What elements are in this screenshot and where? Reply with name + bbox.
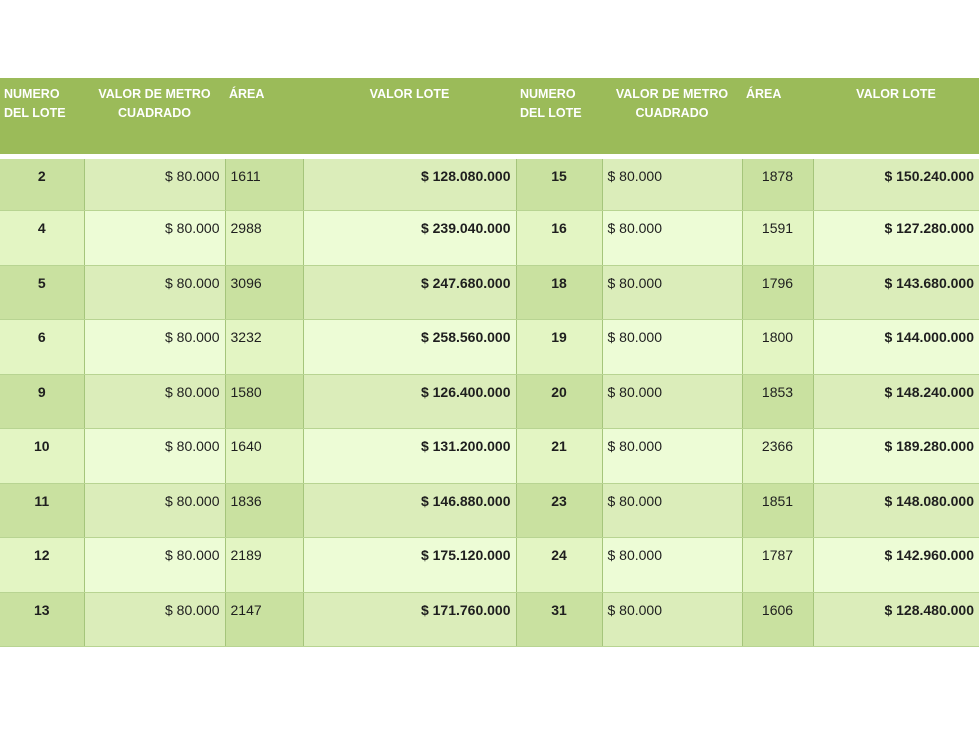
header-valor-lote-2: VALOR LOTE <box>813 78 979 159</box>
valor-m2: $ 80.000 <box>601 156 742 211</box>
lote-number: 31 <box>515 592 602 647</box>
table-row: 12 $ 80.000 2189 $ 175.120.000 24 $ 80.0… <box>0 537 979 593</box>
valor-m2: $ 80.000 <box>601 483 742 538</box>
valor-lote: $ 258.560.000 <box>302 319 516 375</box>
valor-lote: $ 171.760.000 <box>302 592 516 647</box>
area-value: 1796 <box>741 265 813 320</box>
valor-lote: $ 127.280.000 <box>812 210 979 266</box>
table-row: 10 $ 80.000 1640 $ 131.200.000 21 $ 80.0… <box>0 428 979 484</box>
area-value: 3096 <box>224 265 303 320</box>
area-value: 1580 <box>224 374 303 429</box>
lote-number: 10 <box>0 428 84 484</box>
valor-lote: $ 247.680.000 <box>302 265 516 320</box>
lote-number: 2 <box>0 156 84 211</box>
area-value: 1878 <box>741 156 813 211</box>
header-valor-metro: VALOR DE METRO CUADRADO <box>84 78 225 159</box>
valor-lote: $ 175.120.000 <box>302 537 516 593</box>
lote-number: 6 <box>0 319 84 375</box>
lote-number: 23 <box>515 483 602 538</box>
header-numero-lote-2: NUMERO DEL LOTE <box>516 78 602 159</box>
valor-m2: $ 80.000 <box>601 319 742 375</box>
area-value: 1787 <box>741 537 813 593</box>
area-value: 2988 <box>224 210 303 266</box>
valor-lote: $ 142.960.000 <box>812 537 979 593</box>
area-value: 1606 <box>741 592 813 647</box>
lote-number: 11 <box>0 483 84 538</box>
valor-m2: $ 80.000 <box>83 483 225 538</box>
table-row: 5 $ 80.000 3096 $ 247.680.000 18 $ 80.00… <box>0 265 979 320</box>
area-value: 1611 <box>224 156 303 211</box>
lote-number: 19 <box>515 319 602 375</box>
table-row: 4 $ 80.000 2988 $ 239.040.000 16 $ 80.00… <box>0 210 979 266</box>
valor-m2: $ 80.000 <box>601 265 742 320</box>
header-numero-lote: NUMERO DEL LOTE <box>0 78 84 159</box>
valor-lote: $ 144.000.000 <box>812 319 979 375</box>
lote-number: 16 <box>515 210 602 266</box>
valor-lote: $ 148.080.000 <box>812 483 979 538</box>
valor-lote: $ 189.280.000 <box>812 428 979 484</box>
valor-m2: $ 80.000 <box>601 374 742 429</box>
valor-m2: $ 80.000 <box>83 156 225 211</box>
valor-lote: $ 150.240.000 <box>812 156 979 211</box>
valor-m2: $ 80.000 <box>83 210 225 266</box>
area-value: 3232 <box>224 319 303 375</box>
lote-number: 9 <box>0 374 84 429</box>
lote-number: 18 <box>515 265 602 320</box>
valor-m2: $ 80.000 <box>83 319 225 375</box>
area-value: 2366 <box>741 428 813 484</box>
lote-number: 20 <box>515 374 602 429</box>
table-row: 11 $ 80.000 1836 $ 146.880.000 23 $ 80.0… <box>0 483 979 538</box>
lote-number: 24 <box>515 537 602 593</box>
header-area-2: ÁREA <box>742 78 813 159</box>
valor-m2: $ 80.000 <box>83 428 225 484</box>
area-value: 1591 <box>741 210 813 266</box>
lote-number: 15 <box>515 156 602 211</box>
area-value: 1853 <box>741 374 813 429</box>
valor-lote: $ 143.680.000 <box>812 265 979 320</box>
valor-lote: $ 128.080.000 <box>302 156 516 211</box>
area-value: 2189 <box>224 537 303 593</box>
valor-lote: $ 126.400.000 <box>302 374 516 429</box>
valor-m2: $ 80.000 <box>601 537 742 593</box>
table-row: 2 $ 80.000 1611 $ 128.080.000 15 $ 80.00… <box>0 156 979 211</box>
area-value: 1851 <box>741 483 813 538</box>
valor-m2: $ 80.000 <box>83 265 225 320</box>
table-row: 13 $ 80.000 2147 $ 171.760.000 31 $ 80.0… <box>0 592 979 647</box>
valor-lote: $ 131.200.000 <box>302 428 516 484</box>
valor-m2: $ 80.000 <box>83 374 225 429</box>
table-row: 9 $ 80.000 1580 $ 126.400.000 20 $ 80.00… <box>0 374 979 429</box>
valor-lote: $ 239.040.000 <box>302 210 516 266</box>
valor-lote: $ 128.480.000 <box>812 592 979 647</box>
header-valor-lote: VALOR LOTE <box>303 78 516 159</box>
valor-m2: $ 80.000 <box>601 428 742 484</box>
area-value: 1800 <box>741 319 813 375</box>
valor-m2: $ 80.000 <box>83 592 225 647</box>
valor-m2: $ 80.000 <box>601 210 742 266</box>
header-valor-metro-2: VALOR DE METRO CUADRADO <box>602 78 742 159</box>
lote-number: 4 <box>0 210 84 266</box>
table-row: 6 $ 80.000 3232 $ 258.560.000 19 $ 80.00… <box>0 319 979 375</box>
area-value: 1640 <box>224 428 303 484</box>
header-area: ÁREA <box>225 78 303 159</box>
lotes-table: NUMERO DEL LOTE VALOR DE METRO CUADRADO … <box>0 78 979 647</box>
valor-lote: $ 146.880.000 <box>302 483 516 538</box>
area-value: 1836 <box>224 483 303 538</box>
lote-number: 5 <box>0 265 84 320</box>
lote-number: 21 <box>515 428 602 484</box>
valor-lote: $ 148.240.000 <box>812 374 979 429</box>
lote-number: 13 <box>0 592 84 647</box>
valor-m2: $ 80.000 <box>601 592 742 647</box>
lote-number: 12 <box>0 537 84 593</box>
header-row: NUMERO DEL LOTE VALOR DE METRO CUADRADO … <box>0 78 979 159</box>
area-value: 2147 <box>224 592 303 647</box>
valor-m2: $ 80.000 <box>83 537 225 593</box>
